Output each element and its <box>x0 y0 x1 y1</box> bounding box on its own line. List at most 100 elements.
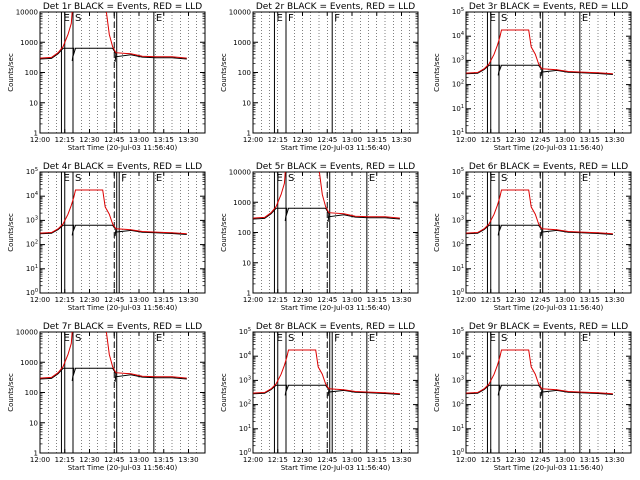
y-tick-label: 102 <box>26 240 38 249</box>
y-tick-label: 102 <box>452 400 464 409</box>
y-tick-label: 1000 <box>233 199 251 207</box>
x-axis-label: Start Time (20-Jul-03 11:56:40) <box>281 144 391 152</box>
y-tick-label: 105 <box>26 167 38 176</box>
x-tick-label: 12:30 <box>292 136 312 144</box>
y-tick-label: 101 <box>452 264 464 273</box>
x-tick-label: 12:30 <box>79 456 99 464</box>
y-tick-label: 1 <box>247 290 251 298</box>
x-tick-label: 12:15 <box>268 296 288 304</box>
x-tick-label: 13:15 <box>367 456 387 464</box>
panel-title: Det 2r BLACK = Events, RED = LLD <box>256 2 415 12</box>
lld-series-line <box>466 349 613 395</box>
x-axis-label: Start Time (20-Jul-03 11:56:40) <box>281 304 391 312</box>
x-tick-label: 13:30 <box>604 456 624 464</box>
x-tick-label: 12:15 <box>481 456 501 464</box>
y-tick-label: 10000 <box>16 329 38 337</box>
y-tick-label: 1000 <box>20 39 38 47</box>
x-axis-label: Start Time (20-Jul-03 11:56:40) <box>281 464 391 472</box>
x-tick-label: 12:45 <box>104 296 124 304</box>
event-marker-label: E <box>63 333 69 344</box>
y-tick-label: 101 <box>452 128 464 137</box>
x-tick-label: 12:00 <box>456 296 476 304</box>
y-axis-label: Counts/sec <box>7 53 15 92</box>
panel-title: Det 1r BLACK = Events, RED = LLD <box>43 2 202 12</box>
event-marker-label: S <box>501 173 507 184</box>
y-tick-label: 10 <box>29 419 38 427</box>
event-marker-label: E <box>582 173 588 184</box>
event-marker-label: E <box>276 333 282 344</box>
y-tick-label: 104 <box>239 351 251 360</box>
y-tick-label: 1 <box>247 130 251 138</box>
x-tick-label: 13:30 <box>604 136 624 144</box>
event-marker-label: F <box>288 13 294 24</box>
x-tick-label: 13:00 <box>129 296 149 304</box>
x-tick-label: 12:30 <box>505 456 525 464</box>
panel-det-5: Det 5r BLACK = Events, RED = LLD 12:00 12:… <box>220 162 419 312</box>
event-marker-label: S <box>288 333 294 344</box>
event-marker-label: E <box>489 13 495 24</box>
x-tick-label: 13:30 <box>178 456 198 464</box>
panel-det-7: Det 7r BLACK = Events, RED = LLD 12:00 12:… <box>7 322 206 472</box>
panel-det-8: Det 8r BLACK = Events, RED = LLD 12:00 12:… <box>220 322 419 472</box>
lld-series-line <box>40 12 187 59</box>
event-marker-label: S <box>75 173 81 184</box>
y-tick-label: 101 <box>452 104 464 113</box>
y-tick-label: 10 <box>242 99 251 107</box>
x-tick-label: 12:45 <box>104 136 124 144</box>
x-tick-label: 12:45 <box>530 456 550 464</box>
y-tick-label: 105 <box>452 167 464 176</box>
y-axis-label: Counts/sec <box>433 213 441 252</box>
panel-title: Det 3r BLACK = Events, RED = LLD <box>469 2 628 12</box>
y-tick-label: 104 <box>452 351 464 360</box>
event-marker-label: E <box>582 13 588 24</box>
x-tick-label: 12:15 <box>481 136 501 144</box>
event-marker-label: F <box>334 333 340 344</box>
y-tick-label: 10000 <box>229 9 251 17</box>
x-axis-label: Start Time (20-Jul-03 11:56:40) <box>494 144 604 152</box>
panel-title: Det 7r BLACK = Events, RED = LLD <box>43 322 202 332</box>
x-tick-label: 13:30 <box>604 296 624 304</box>
panel-det-6: Det 6r BLACK = Events, RED = LLD 12:00 12:… <box>433 162 632 312</box>
y-tick-label: 105 <box>239 327 251 336</box>
event-marker-label: E <box>276 13 282 24</box>
lld-series-line <box>40 189 187 235</box>
y-tick-label: 100 <box>452 288 464 297</box>
x-tick-label: 13:30 <box>391 296 411 304</box>
x-tick-label: 12:00 <box>30 296 50 304</box>
event-marker-label: E <box>369 333 375 344</box>
y-tick-label: 103 <box>239 375 251 384</box>
y-tick-label: 1 <box>34 130 38 138</box>
panel-det-9: Det 9r BLACK = Events, RED = LLD 12:00 12:… <box>433 322 632 472</box>
y-tick-label: 101 <box>452 424 464 433</box>
x-tick-label: 12:45 <box>104 456 124 464</box>
events-series-line <box>253 384 400 397</box>
x-tick-label: 13:30 <box>391 456 411 464</box>
y-tick-label: 103 <box>452 215 464 224</box>
x-tick-label: 12:30 <box>292 296 312 304</box>
panel-title: Det 9r BLACK = Events, RED = LLD <box>469 322 628 332</box>
event-marker-label: E <box>369 173 375 184</box>
x-axis-label: Start Time (20-Jul-03 11:56:40) <box>68 304 178 312</box>
events-series-line <box>466 224 613 237</box>
y-tick-label: 102 <box>239 400 251 409</box>
event-marker-label: E <box>63 13 69 24</box>
panel-title: Det 6r BLACK = Events, RED = LLD <box>469 162 628 172</box>
x-tick-label: 13:15 <box>367 136 387 144</box>
y-tick-label: 10000 <box>16 9 38 17</box>
x-axis-label: Start Time (20-Jul-03 11:56:40) <box>494 464 604 472</box>
lld-series-line <box>40 332 187 379</box>
events-series-line <box>253 207 400 222</box>
x-tick-label: 12:45 <box>317 136 337 144</box>
events-series-line <box>466 64 613 77</box>
x-tick-label: 12:45 <box>530 136 550 144</box>
x-tick-label: 13:15 <box>580 136 600 144</box>
y-axis-label: Counts/sec <box>220 373 228 412</box>
x-tick-label: 13:00 <box>342 456 362 464</box>
y-tick-label: 1000 <box>233 39 251 47</box>
x-tick-label: 13:15 <box>154 456 174 464</box>
x-tick-label: 12:15 <box>481 296 501 304</box>
event-marker-label: E <box>582 333 588 344</box>
x-tick-label: 12:45 <box>317 456 337 464</box>
events-series-line <box>40 224 187 237</box>
